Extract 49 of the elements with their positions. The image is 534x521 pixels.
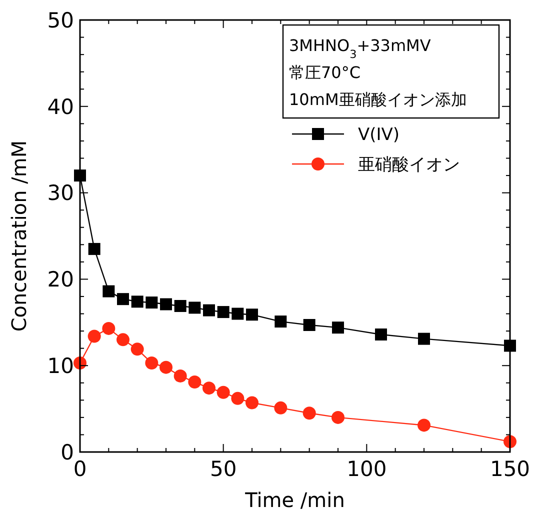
y-tick-label: 50 (47, 8, 74, 32)
point (332, 322, 344, 334)
point (174, 300, 186, 312)
point (274, 401, 288, 414)
annotation: 3MHNO$_{3}$+33mMV (289, 36, 431, 60)
x-tick-label: 100 (346, 457, 387, 481)
x-tick-label: 50 (210, 457, 237, 481)
point (202, 382, 216, 395)
point (131, 296, 144, 308)
y-tick-label: 30 (47, 181, 74, 206)
point (102, 322, 116, 335)
point (117, 293, 129, 306)
annotation: 常圧70°C (289, 63, 361, 82)
point (302, 406, 316, 420)
x-axis-title: Time /min (244, 488, 345, 512)
point (246, 396, 258, 410)
point (116, 333, 130, 346)
point (188, 302, 201, 314)
point (160, 298, 172, 310)
point (145, 356, 158, 370)
point (418, 418, 430, 432)
point (174, 369, 187, 382)
y-axis-title: Concentration /mM (7, 140, 31, 332)
point (274, 316, 287, 328)
point (88, 330, 101, 343)
y-tick-label: 40 (47, 94, 74, 119)
point (88, 242, 100, 255)
point (418, 332, 430, 345)
x-tick-label: 150 (490, 457, 530, 481)
point (188, 376, 202, 389)
annotation: 10mM亜硝酸イオン添加 (289, 90, 467, 109)
point (203, 304, 215, 316)
point (216, 386, 230, 399)
point (232, 308, 244, 320)
y-tick-label: 10 (47, 354, 74, 378)
point (217, 306, 230, 318)
y-tick-label: 20 (47, 268, 74, 292)
legend-label: V(IV) (358, 124, 400, 145)
legend-label: 亜硝酸イオン (358, 154, 460, 175)
y-tick-label: 0 (60, 440, 74, 464)
point (146, 296, 158, 309)
point (303, 318, 316, 331)
point (130, 342, 144, 356)
point (332, 410, 344, 424)
point (246, 308, 258, 321)
point (375, 328, 387, 340)
point (231, 392, 244, 405)
point (160, 360, 172, 374)
point (102, 285, 115, 298)
